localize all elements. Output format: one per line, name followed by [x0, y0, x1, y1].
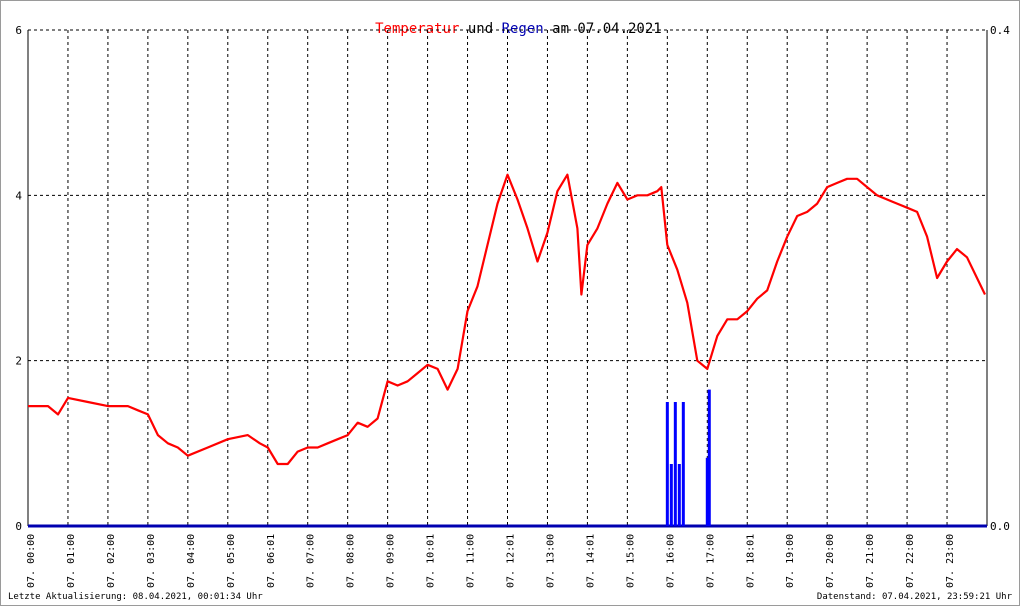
- x-tick-label: 07. 14:01: [585, 534, 596, 588]
- x-tick-label: 07. 00:00: [26, 534, 37, 588]
- chart-title: Temperatur und Regen am 07.04.2021: [0, 5, 1020, 37]
- rain-bar: [665, 402, 669, 526]
- x-tick-label: 07. 03:00: [146, 534, 157, 588]
- title-rain: Regen: [501, 21, 544, 37]
- x-tick-label: 07. 15:00: [625, 534, 636, 588]
- footer-data-status: Datenstand: 07.04.2021, 23:59:21 Uhr: [816, 592, 1012, 602]
- x-tick-label: 07. 01:00: [66, 534, 77, 588]
- x-tick-label: 07. 12:01: [506, 534, 517, 588]
- title-date: am 07.04.2021: [543, 21, 662, 37]
- x-tick-label: 07. 19:00: [785, 534, 796, 588]
- axes: [27, 30, 988, 528]
- title-temperature: Temperatur: [375, 21, 460, 37]
- tick-labels: 0 2 4 6 0.0 0.4 07. 00:00 07. 01:00 07. 02:00 07.…: [15, 24, 1010, 588]
- rain-bar: [669, 464, 673, 526]
- rain-bar: [705, 457, 709, 526]
- x-tick-label: 07. 20:00: [825, 534, 836, 588]
- x-tick-label: 07. 17:00: [705, 534, 716, 588]
- x-tick-label: 07. 06:01: [266, 534, 277, 588]
- temperature-line: [28, 173, 986, 466]
- temperature-series: [28, 173, 986, 466]
- x-tick-label: 07. 05:00: [226, 534, 237, 588]
- title-and: und: [459, 21, 502, 37]
- x-tick-label: 07. 04:00: [186, 534, 197, 588]
- right-tick-label: 0.0: [990, 520, 1010, 533]
- x-tick-label: 07. 18:01: [745, 534, 756, 588]
- rain-series: [665, 389, 711, 526]
- grid: [28, 29, 987, 526]
- rain-bar: [681, 402, 685, 526]
- x-tick-label: 07. 13:00: [545, 534, 556, 588]
- rain-bar: [707, 389, 711, 526]
- rain-bar: [677, 464, 681, 526]
- x-tick-label: 07. 11:00: [466, 534, 477, 588]
- x-tick-label: 07. 23:00: [945, 534, 956, 588]
- x-tick-label: 07. 22:00: [905, 534, 916, 588]
- right-tick-label: 0.4: [990, 24, 1010, 37]
- x-tick-label: 07. 09:00: [386, 534, 397, 588]
- rain-bar: [673, 402, 677, 526]
- x-tick-label: 07. 16:00: [665, 534, 676, 588]
- x-tick-label: 07. 02:00: [106, 534, 117, 588]
- left-tick-label: 0: [15, 520, 22, 533]
- left-tick-label: 2: [15, 355, 22, 368]
- x-tick-label: 07. 08:00: [346, 534, 357, 588]
- footer-last-update: Letzte Aktualisierung: 08.04.2021, 00:01…: [8, 592, 263, 602]
- left-tick-label: 6: [15, 24, 22, 37]
- left-tick-label: 4: [15, 189, 22, 202]
- x-tick-label: 07. 10:01: [426, 534, 437, 588]
- x-tick-label: 07. 07:00: [306, 534, 317, 588]
- x-tick-label: 07. 21:00: [865, 534, 876, 588]
